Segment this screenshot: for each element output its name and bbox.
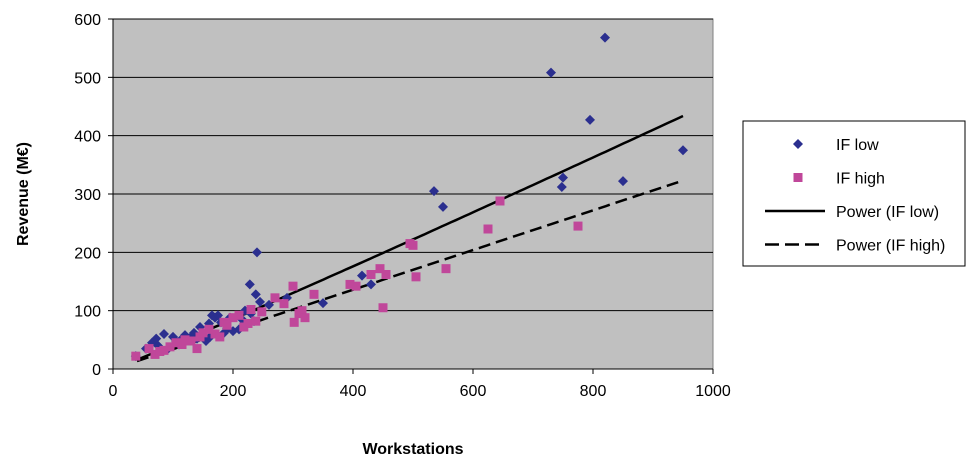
data-point [600, 32, 610, 43]
data-point [255, 296, 265, 307]
legend-label: Power (IF high) [836, 238, 945, 255]
data-point [210, 329, 220, 339]
legend-marker [793, 173, 803, 182]
data-point [618, 176, 628, 187]
data-point [289, 317, 299, 327]
data-point [180, 335, 190, 345]
x-tick-label: 0 [109, 383, 118, 400]
data-point [243, 319, 253, 328]
data-point [366, 279, 376, 290]
data-point [165, 342, 175, 352]
legend: IF low IF high Power (IF low) Power (IF hig… [742, 120, 966, 267]
x-tick-label: 600 [460, 383, 487, 400]
data-point [144, 344, 154, 354]
y-tick-label: 600 [74, 12, 101, 29]
gridlines [113, 18, 713, 312]
x-tick-label: 200 [220, 383, 247, 400]
data-point [300, 313, 310, 323]
data-point [351, 281, 361, 291]
legend-label: IF high [836, 171, 885, 188]
data-point [381, 270, 391, 279]
data-point [270, 293, 280, 303]
data-point [546, 67, 556, 78]
data-point [438, 201, 448, 212]
data-point [252, 247, 262, 258]
data-point [171, 338, 181, 348]
legend-label: Power (IF low) [836, 204, 939, 221]
data-point [408, 240, 418, 250]
x-tick-label: 400 [340, 383, 367, 400]
legend-marker [793, 139, 803, 149]
y-tick-label: 0 [92, 362, 101, 379]
data-point [357, 270, 367, 281]
data-point [318, 298, 328, 309]
data-point [279, 299, 289, 309]
y-axis-ticks: 0 100 200 300 400 500 600 [74, 12, 113, 379]
data-point [375, 264, 385, 274]
data-point [246, 305, 256, 314]
data-point [573, 221, 583, 231]
data-point [159, 329, 169, 339]
data-point [411, 272, 421, 282]
data-point [151, 333, 162, 344]
data-point [288, 281, 298, 291]
x-tick-label: 800 [580, 383, 607, 400]
data-point [429, 186, 439, 197]
data-point [177, 340, 187, 349]
data-points [130, 32, 688, 362]
data-point [345, 279, 355, 289]
data-point [366, 270, 376, 279]
y-tick-label: 300 [74, 187, 101, 204]
data-point [297, 306, 307, 316]
x-axis-ticks: 0 200 400 600 800 1000 [109, 369, 731, 400]
data-point [150, 349, 160, 359]
y-tick-label: 400 [74, 129, 101, 146]
data-point [558, 172, 568, 183]
legend-box [742, 120, 966, 267]
y-tick-label: 500 [74, 70, 101, 87]
data-point [495, 196, 505, 206]
data-point [222, 320, 232, 330]
data-point [244, 279, 255, 290]
y-tick-label: 200 [74, 245, 101, 262]
data-point [441, 264, 451, 274]
x-tick-label: 1000 [695, 383, 731, 400]
data-point [198, 328, 208, 338]
data-point [309, 289, 319, 299]
data-point [250, 289, 261, 300]
data-point [678, 145, 688, 156]
data-point [483, 224, 493, 234]
data-point [257, 307, 267, 317]
data-point [186, 336, 196, 346]
data-point [251, 316, 261, 326]
data-point [234, 310, 244, 320]
data-point [228, 313, 238, 323]
data-point [204, 324, 214, 334]
data-point [585, 114, 595, 125]
data-point [378, 303, 388, 313]
data-point [159, 345, 169, 355]
data-point [192, 344, 202, 354]
data-point [131, 351, 141, 361]
x-axis-label: Workstations [362, 441, 463, 458]
data-point [215, 332, 225, 342]
legend-label: IF low [836, 137, 879, 154]
y-axis-label: Revenue (M€) [15, 142, 32, 246]
data-point [556, 182, 567, 192]
y-tick-label: 100 [74, 304, 101, 321]
